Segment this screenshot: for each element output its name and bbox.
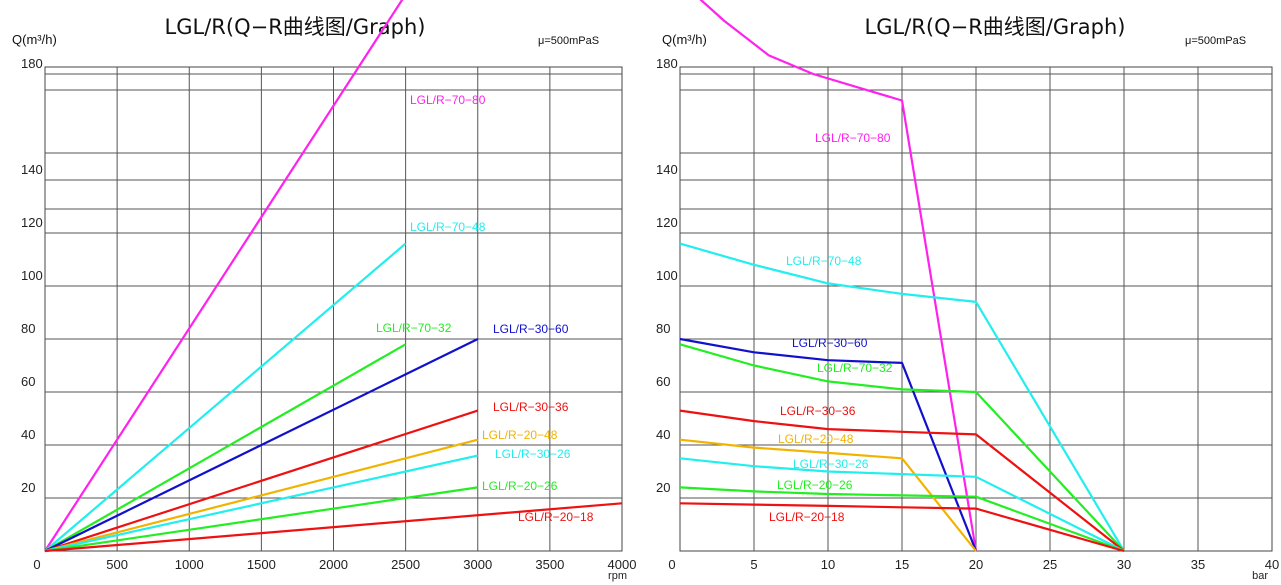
y-tick-label: 100: [21, 268, 43, 283]
y-tick-label: 120: [656, 215, 678, 230]
y-tick-label: 140: [21, 162, 43, 177]
y-tick-label: 60: [656, 374, 670, 389]
x-tick-label: 3000: [463, 557, 492, 572]
series-label: LGL/R−70−80: [815, 131, 891, 145]
y-axis-label: Q(m³/h): [662, 32, 707, 47]
x-tick-label: 500: [106, 557, 128, 572]
x-tick-label: 2500: [391, 557, 420, 572]
series-line: [44, 242, 407, 552]
y-tick-label: 140: [656, 162, 678, 177]
x-tick-label: 0: [33, 557, 40, 572]
series-label: LGL/R−30−26: [495, 447, 571, 461]
x-tick-label: 25: [1043, 557, 1057, 572]
series-line: [44, 438, 479, 553]
chart-title: LGL/R(Q−R曲线图/Graph): [865, 15, 1126, 39]
series-line: [679, 486, 1125, 553]
series-line: [679, 343, 1125, 552]
series-line: [44, 343, 407, 552]
series-label: LGL/R−30−36: [780, 404, 856, 418]
series-label: LGL/R−30−26: [793, 457, 869, 471]
series-line: [679, 242, 1125, 552]
x-tick-label: 2000: [319, 557, 348, 572]
x-axis-unit: bar: [1252, 570, 1268, 582]
viscosity-label: μ=500mPaS: [1185, 35, 1246, 47]
x-tick-label: 20: [969, 557, 983, 572]
y-tick-label: 100: [656, 268, 678, 283]
x-axis-unit: rpm: [608, 570, 627, 582]
x-tick-label: 5: [750, 557, 757, 572]
x-tick-label: 10: [821, 557, 835, 572]
x-tick-label: 4000: [608, 557, 637, 572]
x-tick-label: 0: [668, 557, 675, 572]
y-tick-label: 20: [21, 480, 35, 495]
series-label: LGL/R−70−32: [376, 321, 452, 335]
series-label: LGL/R−20−48: [778, 432, 854, 446]
series-line: [679, 409, 1125, 552]
y-tick-label: 40: [21, 427, 35, 442]
series-label: LGL/R−20−18: [518, 510, 594, 524]
x-tick-label: 15: [895, 557, 909, 572]
series-label: LGL/R−70−48: [786, 254, 862, 268]
y-tick-label: 80: [21, 321, 35, 336]
series-label: LGL/R−70−48: [410, 220, 486, 234]
series-line: [679, 438, 977, 552]
series-label: LGL/R−20−26: [777, 478, 853, 492]
series-label: LGL/R−70−80: [410, 93, 486, 107]
series-label: LGL/R−30−60: [493, 322, 569, 336]
y-tick-label: 80: [656, 321, 670, 336]
y-tick-label: 120: [21, 215, 43, 230]
x-tick-label: 3500: [535, 557, 564, 572]
series-label: LGL/R−30−60: [792, 336, 868, 350]
x-tick-label: 35: [1191, 557, 1205, 572]
y-axis-label: Q(m³/h): [12, 32, 57, 47]
x-tick-label: 30: [1117, 557, 1131, 572]
x-tick-label: 1000: [175, 557, 204, 572]
series-line: [679, 457, 1125, 552]
chart-2: 051015202530354020406080100120140180220L…: [656, 0, 1279, 582]
chart-1: 0 500 1000 1500 2000 2500 3000 3500 4000 20 40 60 80…: [12, 0, 636, 582]
y-tick-label: 180: [656, 56, 678, 71]
series-line: [44, 338, 479, 552]
series-line: [44, 502, 623, 553]
chart-title: LGL/R(Q−R曲线图/Graph): [165, 15, 426, 39]
viscosity-label: μ=500mPaS: [538, 35, 599, 47]
series-line: [699, 0, 978, 552]
y-tick-label: 180: [21, 56, 43, 71]
y-tick-label: 40: [656, 427, 670, 442]
y-tick-label: 20: [656, 480, 670, 495]
y-tick-label: 60: [21, 374, 35, 389]
series-line: [679, 337, 978, 552]
series-label: LGL/R−30−36: [493, 400, 569, 414]
series-line: [44, 454, 479, 553]
x-tick-label: 40: [1265, 557, 1279, 572]
series-line: [44, 486, 478, 553]
series-label: LGL/R−20−18: [769, 510, 845, 524]
series-line: [44, 0, 404, 552]
series-label: LGL/R−20−48: [482, 428, 558, 442]
series-line: [44, 409, 479, 553]
x-tick-label: 1500: [247, 557, 276, 572]
series-label: LGL/R−70−32: [817, 361, 893, 375]
series-line: [679, 502, 1125, 553]
series-label: LGL/R−20−26: [482, 479, 558, 493]
